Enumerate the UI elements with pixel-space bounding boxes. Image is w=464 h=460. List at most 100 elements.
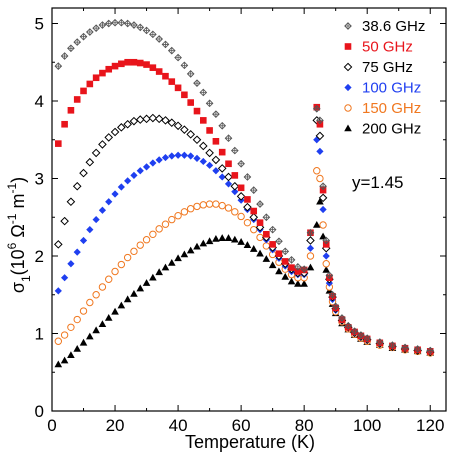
data-point (375, 338, 384, 346)
data-point (174, 53, 182, 62)
data-point (180, 151, 188, 159)
data-point (154, 114, 164, 124)
data-point (212, 167, 220, 175)
data-point (136, 23, 145, 32)
data-point (79, 32, 88, 41)
data-point (193, 79, 201, 88)
data-point (218, 148, 226, 156)
data-point (231, 172, 239, 179)
data-point (54, 337, 63, 345)
data-point (86, 226, 94, 234)
legend-entry: 100 GHz (344, 80, 421, 97)
data-point (249, 245, 258, 252)
data-point (401, 343, 409, 352)
legend-label: 75 GHz (362, 59, 413, 76)
data-point (263, 231, 270, 238)
data-point (149, 273, 157, 281)
data-point (186, 70, 195, 78)
data-point (193, 202, 201, 211)
data-point (99, 69, 106, 77)
data-point (54, 62, 63, 70)
data-point (249, 186, 258, 194)
data-point (155, 268, 163, 276)
data-point (186, 205, 195, 213)
data-point (256, 219, 264, 226)
data-point (218, 234, 227, 241)
data-point (322, 241, 330, 248)
data-point (268, 225, 277, 234)
data-point (319, 186, 327, 194)
data-point (180, 61, 189, 70)
data-point (85, 157, 95, 167)
data-point (269, 241, 276, 248)
data-point (174, 84, 182, 92)
data-point (312, 221, 321, 228)
y-axis-title-close: ) (8, 177, 28, 183)
data-point (426, 346, 435, 355)
data-point (161, 220, 170, 228)
data-point (105, 275, 113, 283)
data-point (212, 138, 220, 145)
data-point (60, 52, 69, 60)
data-point (231, 208, 239, 216)
data-point (288, 264, 295, 271)
data-point (73, 248, 81, 256)
data-point (250, 207, 258, 215)
data-point (79, 236, 88, 245)
data-point (123, 253, 132, 262)
data-point (180, 208, 189, 216)
data-point (111, 267, 119, 276)
data-point (135, 115, 145, 124)
data-point (287, 277, 296, 285)
data-point (413, 345, 422, 353)
data-point (281, 272, 290, 280)
data-point (111, 62, 119, 70)
data-point (66, 197, 76, 207)
data-point (205, 237, 214, 245)
data-point (60, 331, 69, 339)
y-tick-label: 0 (35, 402, 44, 421)
data-point (224, 134, 233, 143)
data-point (136, 59, 144, 67)
data-point (294, 263, 302, 271)
data-point (168, 152, 176, 160)
data-point (142, 236, 151, 244)
data-point (206, 161, 214, 169)
data-point (328, 290, 337, 299)
data-point (148, 113, 158, 123)
data-point (130, 247, 138, 256)
data-point (174, 212, 182, 220)
data-point (54, 287, 62, 295)
y-tick-label: 4 (35, 92, 44, 111)
data-point (316, 116, 324, 125)
data-point (143, 61, 150, 68)
x-tick-label: 80 (295, 416, 314, 435)
data-point (316, 147, 324, 155)
data-point (79, 168, 88, 178)
data-point (322, 265, 331, 273)
legend-entry: 75 GHz (343, 59, 413, 76)
data-point (325, 271, 334, 280)
data-point (198, 141, 208, 151)
data-point (86, 298, 94, 307)
data-point (149, 64, 157, 71)
data-point (313, 167, 321, 175)
data-point (104, 19, 113, 28)
data-point (186, 246, 195, 254)
data-point (91, 148, 101, 158)
data-point (244, 196, 251, 203)
data-point (218, 201, 226, 210)
data-point (199, 117, 207, 124)
data-point (124, 58, 131, 66)
legend-marker (344, 83, 352, 92)
legend-marker (344, 43, 352, 50)
data-point (211, 155, 221, 165)
data-point (117, 123, 126, 132)
legend-entry: 150 GHz (344, 100, 421, 117)
data-point (224, 180, 233, 188)
data-point (180, 250, 189, 258)
plot-frame (51, 7, 447, 412)
data-point (350, 327, 359, 336)
legend-entry: 50 GHz (344, 39, 413, 56)
data-point (130, 289, 138, 297)
